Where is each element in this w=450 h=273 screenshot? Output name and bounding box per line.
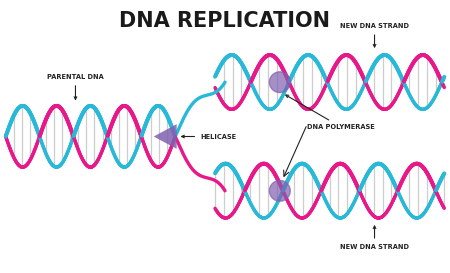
Text: DNA REPLICATION: DNA REPLICATION — [120, 11, 330, 31]
Circle shape — [270, 72, 290, 93]
Circle shape — [270, 180, 290, 201]
Text: NEW DNA STRAND: NEW DNA STRAND — [340, 23, 409, 47]
Text: DNA POLYMERASE: DNA POLYMERASE — [286, 95, 375, 130]
Polygon shape — [154, 124, 177, 149]
Text: PARENTAL DNA: PARENTAL DNA — [47, 74, 104, 99]
Text: NEW DNA STRAND: NEW DNA STRAND — [340, 226, 409, 250]
Text: HELICASE: HELICASE — [182, 133, 236, 140]
